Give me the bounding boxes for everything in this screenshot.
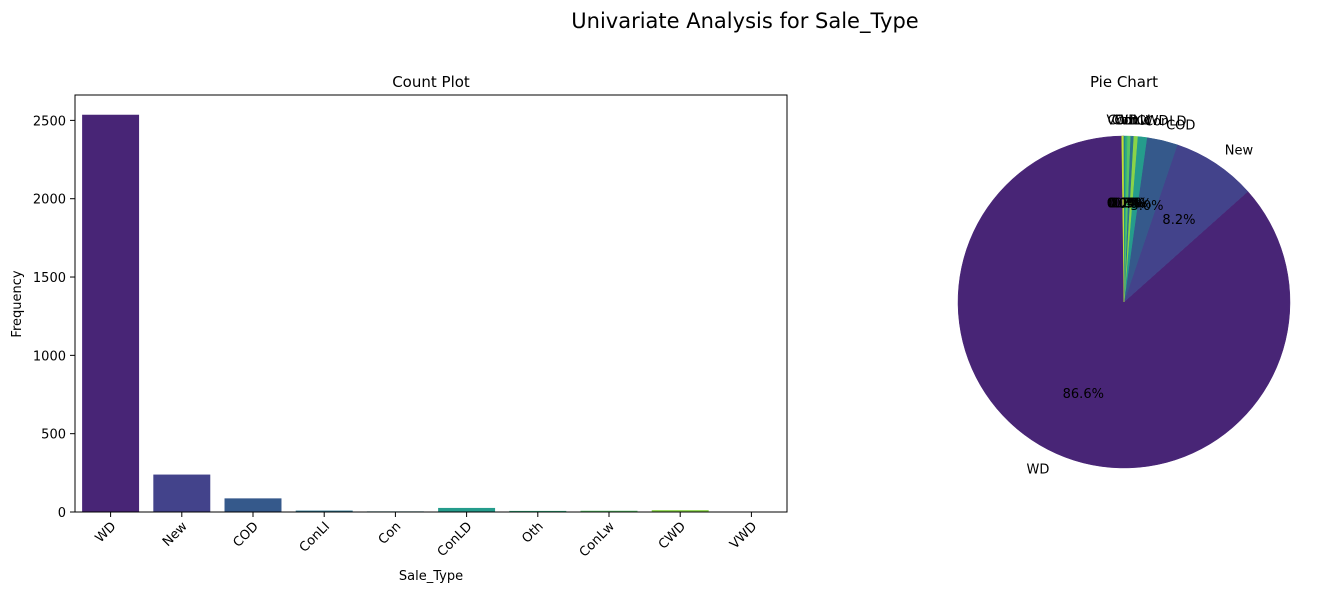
y-axis-label: Frequency xyxy=(10,270,25,337)
pie-percent-label: 8.2% xyxy=(1162,213,1195,228)
pie-percent-label: 3.0% xyxy=(1130,199,1163,214)
x-tick-label: COD xyxy=(230,519,261,550)
pie-labels: WD 86.6% New 8.2% COD 3.0% ConLD 0.9% CWD 0.4% Con… xyxy=(1027,113,1254,477)
pie-percent-label: 0.3% xyxy=(1112,197,1145,212)
pie-label: ConLI xyxy=(1114,114,1150,129)
pie-label: CWD xyxy=(1137,114,1169,129)
pie-percent-label: 0.3% xyxy=(1110,196,1143,211)
count-plot-axes-frame xyxy=(74,94,788,513)
pie-percent-label: 0.2% xyxy=(1109,196,1142,211)
x-axis-ticks: WD New COD ConLI Con ConLD Oth ConLw CWD VWD xyxy=(93,512,760,560)
x-tick-label: Oth xyxy=(519,519,546,546)
x-tick-label: ConLI xyxy=(297,519,333,555)
count-plot: Count Plot 0 500 1000 1500 2000 2500 WD New COD… xyxy=(10,73,788,584)
x-tick-label: VWD xyxy=(727,519,760,552)
pie-label: ConLD xyxy=(1144,115,1187,130)
pie-percent-label: 0.4% xyxy=(1114,197,1147,212)
pie-slice-VWD xyxy=(1121,135,1125,303)
x-tick-label: ConLD xyxy=(435,519,476,560)
x-tick-label: Con xyxy=(376,519,404,547)
pie-label: New xyxy=(1225,144,1254,159)
pie-chart: Pie Chart WD 86.6% New 8.2% COD 3.0% ConLD 0.9%… xyxy=(957,73,1291,478)
y-tick-label: 0 xyxy=(58,506,66,521)
bar-Oth xyxy=(509,510,567,512)
bar-ConLD xyxy=(438,507,496,512)
x-tick-label: ConLw xyxy=(577,519,618,560)
x-tick-label: CWD xyxy=(656,519,689,552)
y-tick-label: 1000 xyxy=(33,349,66,364)
y-tick-label: 1500 xyxy=(33,271,66,286)
pie-label: WD xyxy=(1027,463,1050,478)
pie-label: ConLw xyxy=(1108,113,1152,128)
bar-ConLI xyxy=(295,510,353,512)
pie-slices xyxy=(957,135,1291,469)
y-tick-label: 2500 xyxy=(33,114,66,129)
pie-chart-title: Pie Chart xyxy=(1090,73,1158,91)
count-plot-title: Count Plot xyxy=(392,73,470,91)
y-tick-label: 2000 xyxy=(33,193,66,208)
pie-percent-label: 86.6% xyxy=(1063,387,1104,402)
bar-New xyxy=(153,474,211,512)
y-axis-ticks: 0 500 1000 1500 2000 2500 xyxy=(33,114,75,521)
bar-COD xyxy=(224,498,282,512)
pie-percent-label: 0.0% xyxy=(1107,196,1140,211)
x-axis-label: Sale_Type xyxy=(399,569,463,584)
pie-percent-label: 0.9% xyxy=(1118,197,1151,212)
figure-title: Univariate Analysis for Sale_Type xyxy=(571,9,918,34)
y-tick-label: 500 xyxy=(41,428,66,443)
pie-label: Con xyxy=(1112,113,1137,128)
pie-label: VWD xyxy=(1107,113,1139,128)
bar-CWD xyxy=(651,510,709,512)
x-tick-label: WD xyxy=(93,519,120,546)
pie-label: COD xyxy=(1166,118,1195,133)
pie-label: Oth xyxy=(1115,113,1139,128)
bar-marks xyxy=(82,114,780,512)
bar-ConLw xyxy=(580,510,638,512)
bar-WD xyxy=(82,114,140,512)
pie-percent-label: 0.1% xyxy=(1108,196,1141,211)
x-tick-label: New xyxy=(160,519,191,550)
